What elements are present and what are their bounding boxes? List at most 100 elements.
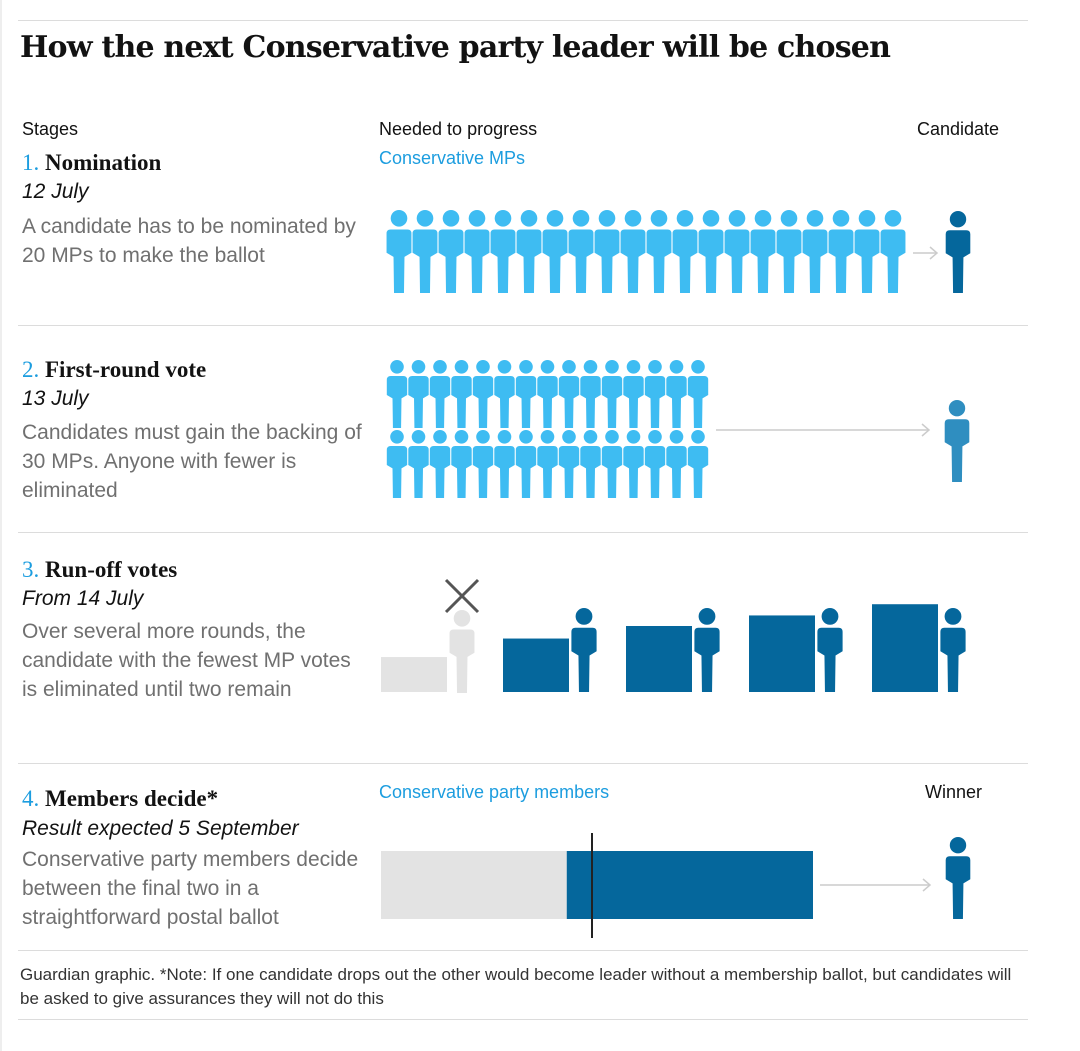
mp-figure [620,210,646,293]
mp-figure [646,210,672,293]
mp-figure [698,210,724,293]
stage-3-date: From 14 July [22,587,144,610]
mp-figure [623,430,644,498]
stage-4-date: Result expected 5 September [22,817,299,840]
mp-figure [558,430,580,498]
candidate-figure [945,211,971,293]
needed-column-header: Needed to progress [379,119,538,139]
winner-label: Winner [925,782,983,802]
mp-figure [623,360,644,428]
mp-figure [472,360,494,428]
footnote: Guardian graphic. *Note: If one candidat… [20,965,1012,1008]
top-rule [18,20,1028,21]
mp-figure [558,360,580,428]
mp-figure [494,360,515,428]
stage-1-date: 12 July [22,180,89,203]
mp-figure [580,360,601,428]
mp-figure [451,360,472,428]
mp-figure [776,210,802,293]
mp-figure [580,430,601,498]
mp-figure [412,210,438,293]
mp-figure [666,430,687,498]
stage-3-number: 3. [22,557,40,582]
stage-1-arrow-head [929,246,939,260]
page-title: How the next Conservative party leader w… [20,30,891,65]
mp-figure [515,360,537,428]
stage-divider [18,950,1028,951]
mp-figure [490,210,516,293]
stage-divider [18,532,1028,533]
mp-figure [537,430,558,498]
stage-divider [18,763,1028,764]
mp-figure [687,360,709,428]
stage-2-number: 2. [22,357,40,382]
stage-2-arrow-head [921,423,931,437]
mp-figure [644,430,666,498]
winner-figure [945,837,971,919]
mp-figure [542,210,568,293]
stage-3-title: 3. Run-off votes [22,557,177,583]
mp-figure [750,210,776,293]
members-share-bar-winner [566,851,813,919]
mp-figure [880,210,906,293]
eliminated-vote-box [381,657,447,692]
stage-4-title: 4. Members decide* [22,786,218,812]
candidate-column-header: Candidate [917,119,1000,139]
stage-divider [18,325,1028,326]
mp-figure [537,360,558,428]
stage-1-number: 1. [22,150,40,175]
stage-4-number: 4. [22,786,40,811]
mps-series-label: Conservative MPs [379,148,526,168]
mp-figure [408,430,429,498]
page-edge [0,0,2,1051]
mp-figure [601,360,623,428]
mp-figure [472,430,494,498]
mp-figure [386,360,408,428]
mp-figure [687,430,709,498]
candidate-figure [571,608,597,692]
mp-figure [451,430,472,498]
stage-1-description: A candidate has to be nominated by 20 MP… [22,215,356,267]
stages-column-header: Stages [22,119,79,139]
mp-figure [601,430,623,498]
mp-figure [666,360,687,428]
candidate-figure [817,608,843,692]
stage-4-name: Members decide* [45,786,219,811]
mp-figure [644,360,666,428]
members-share-bar-loser [381,851,567,919]
mp-figure [568,210,594,293]
stage-3-description: Over several more rounds, the candidate … [22,620,351,701]
eliminated-candidate-figure [449,610,475,693]
eliminated-x-icon [444,578,480,614]
mp-figure [515,430,537,498]
candidate-figure [940,608,966,692]
stage-3-name: Run-off votes [45,557,178,582]
stage-4-arrow-head [922,878,932,892]
mp-figure [854,210,880,293]
mp-figure [672,210,698,293]
stage-2-title: 2. First-round vote [22,357,206,383]
mp-figure [408,360,429,428]
mp-figure [386,210,412,293]
stage-4-description: Conservative party members decide betwee… [22,848,359,929]
stage-1-title: 1. Nomination [22,150,161,176]
mp-figure [516,210,542,293]
vote-box [503,638,569,692]
vote-box [749,615,815,692]
mp-figure [594,210,620,293]
stage-2-description: Candidates must gain the backing of 30 M… [22,421,362,502]
bottom-rule [18,1019,1028,1020]
candidate-figure [694,608,720,692]
vote-box [626,626,692,692]
mp-figure [429,430,451,498]
mp-figure [494,430,515,498]
vote-box [872,604,938,692]
mp-figure [828,210,854,293]
stage-1-name: Nomination [45,150,162,175]
stage-2-name: First-round vote [45,357,207,382]
mp-figure [464,210,490,293]
mp-figure [438,210,464,293]
members-series-label: Conservative party members [379,782,610,802]
candidate-figure [944,400,970,482]
